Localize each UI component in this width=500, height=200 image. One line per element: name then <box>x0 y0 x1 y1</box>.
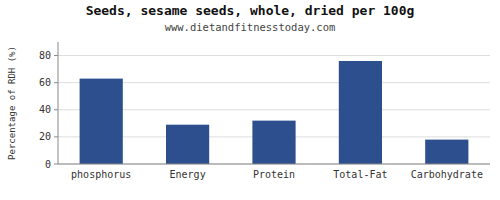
grid <box>58 56 490 164</box>
x-axis-line <box>58 164 490 165</box>
y-axis-label: Percentage of RDH (%) <box>7 46 17 160</box>
y-tick-labels: 0 20 40 60 80 <box>39 50 58 169</box>
y-tick <box>54 136 58 137</box>
bar <box>80 79 123 164</box>
y-axis-line <box>58 42 59 164</box>
y-tick-label: 20 <box>39 131 51 142</box>
x-tick-label: Carbohydrate <box>411 169 483 180</box>
y-tick-label: 40 <box>39 104 51 115</box>
chart-container: Seeds, sesame seeds, whole, dried per 10… <box>0 0 500 200</box>
x-tick-label: Protein <box>253 169 295 180</box>
y-tick <box>54 109 58 110</box>
y-tick <box>54 164 58 165</box>
grid-line <box>58 55 490 56</box>
bar <box>252 121 295 164</box>
grid-line <box>58 164 490 165</box>
subtitle: www.dietandfitnesstoday.com <box>165 21 336 33</box>
x-tick-label: Total-Fat <box>333 169 387 180</box>
y-tick-label: 0 <box>45 159 51 170</box>
bar <box>425 140 468 164</box>
bar <box>339 61 382 164</box>
chart-svg: Seeds, sesame seeds, whole, dried per 10… <box>0 0 500 200</box>
title: Seeds, sesame seeds, whole, dried per 10… <box>86 3 415 18</box>
x-tick-labels: phosphorus Energy Protein Total-Fat Carbohyd… <box>71 169 483 180</box>
x-tick-label: phosphorus <box>71 169 131 180</box>
bar <box>166 125 209 164</box>
y-tick <box>54 82 58 83</box>
y-tick-label: 60 <box>39 77 51 88</box>
page: {"chart_data": {"type": "bar", "title": … <box>0 0 500 200</box>
y-tick <box>54 55 58 56</box>
x-tick-label: Energy <box>170 169 206 180</box>
bars <box>80 61 469 164</box>
y-tick-label: 80 <box>39 50 51 61</box>
